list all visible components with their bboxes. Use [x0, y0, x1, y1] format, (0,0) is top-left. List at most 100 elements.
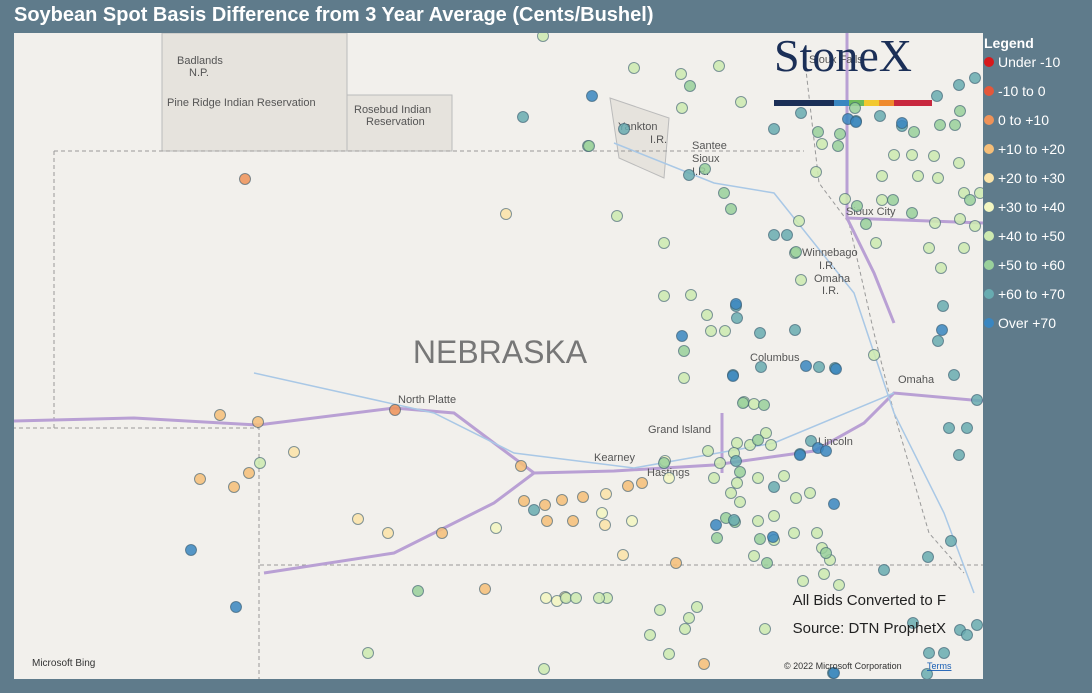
bid-dot	[243, 467, 255, 479]
legend-item: 0 to +10	[984, 112, 1065, 141]
bid-dot	[961, 629, 973, 641]
bid-dot	[570, 592, 582, 604]
bid-dot	[230, 601, 242, 613]
bid-dot	[412, 585, 424, 597]
bid-dot	[789, 324, 801, 336]
bid-dot	[860, 218, 872, 230]
bid-dot	[761, 557, 773, 569]
bid-dot	[710, 519, 722, 531]
bid-dot	[748, 398, 760, 410]
bid-dot	[663, 648, 675, 660]
legend-swatch	[984, 318, 994, 328]
bid-dot	[937, 300, 949, 312]
bid-dot	[906, 207, 918, 219]
terms-link[interactable]: Terms	[927, 661, 952, 671]
legend-item: +20 to +30	[984, 170, 1065, 199]
bid-dot	[828, 667, 840, 679]
bid-dot	[734, 496, 746, 508]
bid-dot	[754, 533, 766, 545]
bid-dot	[678, 372, 690, 384]
bid-dot	[479, 583, 491, 595]
bid-dot	[658, 457, 670, 469]
bid-dot	[622, 480, 634, 492]
bid-dot	[436, 527, 448, 539]
bid-dot	[804, 487, 816, 499]
bid-dot	[731, 312, 743, 324]
bid-dot	[948, 369, 960, 381]
legend-label: +10 to +20	[998, 141, 1065, 157]
bid-dot	[583, 140, 595, 152]
map-label: Lincoln	[818, 436, 853, 448]
bid-dot	[931, 90, 943, 102]
title: Soybean Spot Basis Difference from 3 Yea…	[14, 4, 654, 26]
bid-dot	[734, 466, 746, 478]
bid-dot	[678, 345, 690, 357]
logo: StoneX	[774, 33, 912, 81]
bid-dot	[851, 200, 863, 212]
bid-dot	[906, 149, 918, 161]
legend-item: Over +70	[984, 315, 1065, 344]
bid-dot	[953, 157, 965, 169]
bid-dot	[795, 107, 807, 119]
bid-dot	[752, 515, 764, 527]
borders	[14, 52, 983, 679]
bid-dot	[797, 575, 809, 587]
bid-dot	[788, 527, 800, 539]
map-label: Pine Ridge Indian Reservation	[167, 97, 316, 109]
bid-dot	[728, 514, 740, 526]
bid-dot	[560, 592, 572, 604]
bid-dot	[805, 435, 817, 447]
legend-swatch	[984, 289, 994, 299]
bid-dot	[517, 111, 529, 123]
map-label: N.P.	[189, 67, 209, 79]
legend-label: 0 to +10	[998, 112, 1049, 128]
bid-dot	[752, 434, 764, 446]
bid-dot	[675, 68, 687, 80]
bid-dot	[768, 510, 780, 522]
bid-dot	[752, 472, 764, 484]
legend-swatch	[984, 202, 994, 212]
bid-dot	[636, 477, 648, 489]
bid-dot	[755, 361, 767, 373]
attribution-provider: Microsoft Bing	[32, 658, 95, 669]
bid-dot	[676, 330, 688, 342]
legend-label: -10 to 0	[998, 83, 1046, 99]
bid-dot	[765, 439, 777, 451]
bid-dot	[618, 123, 630, 135]
bid-dot	[781, 229, 793, 241]
bid-dot	[518, 495, 530, 507]
bid-dot	[567, 515, 579, 527]
bid-dot	[938, 647, 950, 659]
map-label: Columbus	[750, 352, 800, 364]
legend-item: Under -10	[984, 54, 1065, 83]
map-label: Sioux Falls	[809, 54, 863, 66]
bid-dot	[288, 446, 300, 458]
bid-dot	[964, 194, 976, 206]
legend-swatch	[984, 260, 994, 270]
bid-dot	[730, 298, 742, 310]
bid-dot	[617, 549, 629, 561]
bid-dot	[362, 647, 374, 659]
legend-label: Over +70	[998, 315, 1056, 331]
bid-dot	[539, 499, 551, 511]
note: Source: DTN ProphetX	[793, 620, 946, 637]
bid-dot	[934, 119, 946, 131]
legend-title: Legend	[984, 35, 1034, 51]
legend-item: +50 to +60	[984, 257, 1065, 286]
bid-dot	[830, 363, 842, 375]
legend-swatch	[984, 115, 994, 125]
bid-dot	[813, 361, 825, 373]
bid-dot	[936, 324, 948, 336]
bid-dot	[352, 513, 364, 525]
legend-swatch	[984, 86, 994, 96]
bid-dot	[556, 494, 568, 506]
bid-dot	[228, 481, 240, 493]
bid-dot	[767, 531, 779, 543]
bid-dot	[699, 163, 711, 175]
bid-dot	[870, 237, 882, 249]
bid-dot	[923, 242, 935, 254]
legend-swatch	[984, 57, 994, 67]
map-label: Badlands	[177, 55, 223, 67]
bid-dot	[958, 242, 970, 254]
bid-dot	[971, 394, 983, 406]
